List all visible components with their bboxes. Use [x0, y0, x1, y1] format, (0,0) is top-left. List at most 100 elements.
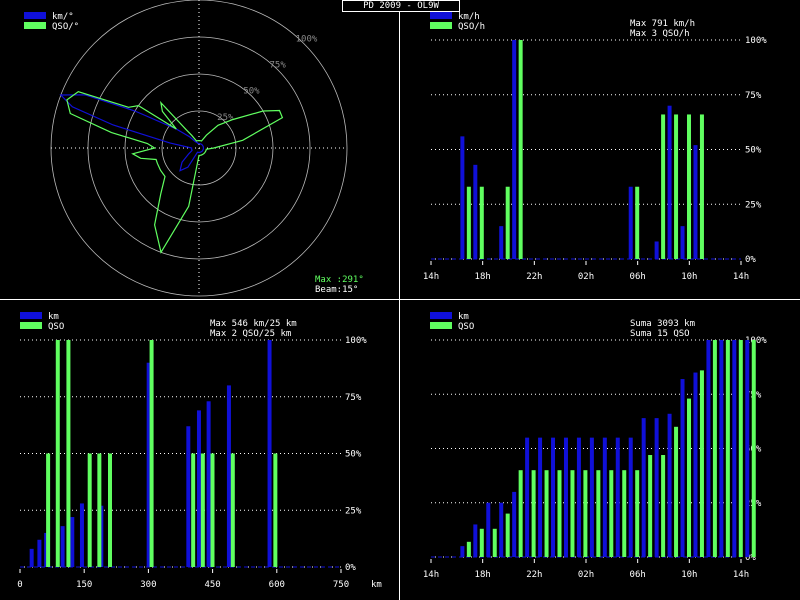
legend-swatch: [24, 22, 46, 29]
bar-blue: [79, 503, 84, 567]
bar-green: [191, 453, 196, 567]
y-tick-label: 100%: [745, 36, 767, 46]
bar-blue: [538, 437, 543, 557]
bar-blue: [667, 105, 672, 259]
bar-green: [66, 340, 71, 567]
y-tick-label: 50%: [345, 450, 362, 460]
x-tick-label: 750: [333, 580, 349, 590]
y-tick-label: 25%: [745, 200, 762, 210]
distance-chart-panel: 0% 25% 50% 75% 100% km QSO Max 546 km/25 km Max …: [0, 300, 400, 600]
info-line: Suma 15 QSO: [630, 329, 690, 339]
x-tick-label: 22h: [526, 570, 542, 580]
bar-blue: [615, 437, 620, 557]
legend-label: QSO: [458, 322, 474, 332]
bar-blue: [499, 502, 504, 557]
y-tick-label: 0%: [345, 563, 356, 573]
hourly-rate-chart-panel: 0% 25% 50% 75% 100% km/h QSO/h Max 791 km/h Max …: [400, 0, 800, 300]
bar-green: [687, 398, 691, 557]
ring-label: 75%: [269, 61, 286, 71]
legend-label: km/h: [458, 12, 480, 22]
bar-green: [648, 455, 653, 557]
bar-green: [622, 470, 627, 557]
bar-blue: [460, 136, 465, 259]
polar-ring: [124, 73, 274, 223]
bar-blue: [589, 437, 594, 557]
bar-blue: [512, 40, 517, 259]
polar-info-beam: Beam:15°: [315, 285, 358, 295]
x-tick-label: 02h: [578, 272, 594, 282]
bar-green: [635, 470, 640, 557]
bar-green: [674, 114, 679, 260]
bar-green: [479, 186, 484, 259]
bar-green: [466, 541, 471, 557]
bar-blue: [680, 379, 685, 557]
bar-green: [149, 340, 154, 567]
bar-blue: [29, 548, 34, 567]
legend-label: km: [48, 312, 59, 322]
bar-blue: [486, 502, 491, 557]
legend-swatch: [20, 312, 42, 319]
bar-green: [674, 426, 679, 557]
vertical-divider: [399, 0, 400, 600]
bar-green: [97, 453, 102, 567]
polar-series-0: [59, 94, 204, 172]
bar-green: [738, 340, 743, 557]
bar-blue: [37, 539, 42, 567]
bar-green: [200, 453, 205, 567]
bar-green: [518, 470, 523, 557]
y-tick-label: 100%: [345, 336, 367, 346]
info-line: Suma 3093 km: [630, 319, 695, 329]
bar-blue: [628, 186, 633, 259]
bar-green: [518, 40, 523, 259]
bar-green: [505, 186, 510, 259]
polar-info-max: Max :291°: [315, 275, 364, 285]
bar-blue: [226, 385, 231, 567]
x-tick-label: 450: [204, 580, 220, 590]
bar-blue: [602, 437, 607, 557]
ring-label: 100%: [296, 34, 318, 44]
bar-green: [635, 186, 640, 259]
legend-label: QSO: [48, 322, 64, 332]
x-tick-label: 22h: [526, 272, 542, 282]
bar-green: [479, 528, 484, 557]
bar-green: [583, 470, 588, 557]
bar-blue: [667, 413, 672, 557]
x-tick-label: 02h: [578, 570, 594, 580]
bar-green: [46, 453, 51, 567]
info-line: Max 3 QSO/h: [630, 29, 690, 39]
bar-green: [661, 455, 666, 557]
bar-green: [699, 370, 704, 557]
bar-green: [492, 528, 497, 557]
bar-blue: [732, 340, 737, 557]
bar-blue: [641, 418, 646, 557]
y-tick-label: 75%: [345, 393, 362, 403]
legend-swatch: [20, 322, 42, 329]
x-tick-label: 06h: [630, 272, 646, 282]
bar-blue: [206, 401, 211, 567]
legend-label: km: [458, 312, 469, 322]
bar-blue: [60, 526, 65, 567]
bar-green: [210, 453, 215, 567]
bar-blue: [460, 546, 465, 557]
bar-green: [557, 470, 562, 557]
bar-green: [273, 453, 278, 567]
bar-blue: [745, 340, 750, 557]
legend-label: QSO/h: [458, 22, 485, 32]
bar-blue: [196, 410, 201, 567]
info-line: Max 791 km/h: [630, 19, 695, 29]
bar-blue: [576, 437, 581, 557]
x-tick-label: 300: [140, 580, 156, 590]
bar-blue: [654, 241, 659, 259]
legend-swatch: [430, 312, 452, 319]
bar-green: [699, 114, 704, 260]
bar-blue: [512, 491, 517, 557]
x-tick-label: 10h: [681, 272, 697, 282]
x-tick-label: 14h: [423, 272, 439, 282]
bar-blue: [628, 437, 633, 557]
bar-green: [466, 186, 471, 259]
bar-blue: [719, 340, 724, 557]
bar-green: [87, 453, 92, 567]
info-line: Max 2 QSO/25 km: [210, 329, 291, 339]
